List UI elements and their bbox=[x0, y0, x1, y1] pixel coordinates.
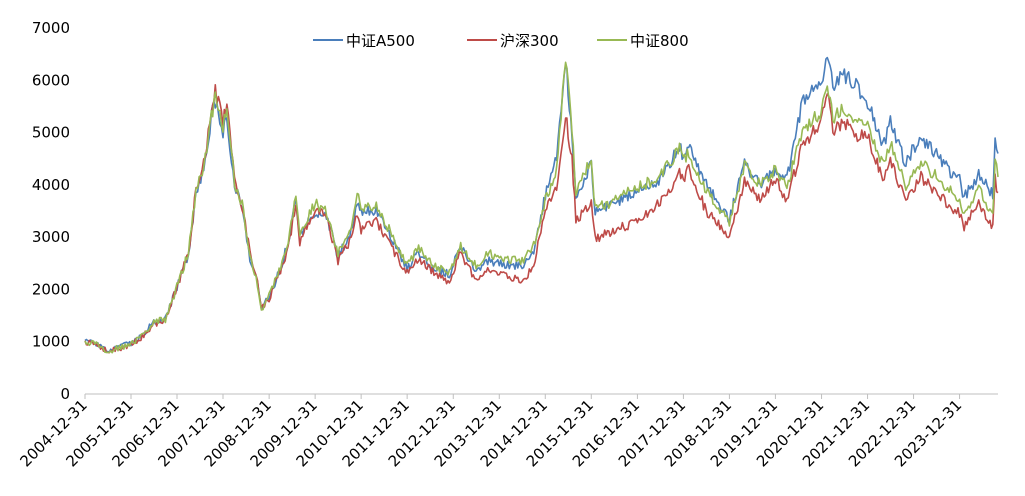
legend-label-0: 中证A500 bbox=[346, 32, 415, 50]
series-lines bbox=[84, 56, 999, 354]
y-tick-label-6: 6000 bbox=[32, 71, 70, 89]
y-axis: 0 1000 2000 3000 4000 5000 6000 7000 bbox=[32, 19, 70, 403]
legend-label-1: 沪深300 bbox=[500, 32, 559, 50]
legend: 中证A500 沪深300 中证800 bbox=[313, 32, 689, 50]
series-line-1 bbox=[84, 84, 999, 354]
x-axis: 2004-12-312005-12-312006-12-312007-12-31… bbox=[16, 393, 998, 470]
legend-label-2: 中证800 bbox=[630, 32, 689, 50]
y-tick-label-1: 1000 bbox=[32, 333, 70, 351]
y-tick-label-2: 2000 bbox=[32, 280, 70, 298]
series-line-2 bbox=[84, 61, 999, 354]
y-tick-label-5: 5000 bbox=[32, 124, 70, 142]
y-tick-label-3: 3000 bbox=[32, 228, 70, 246]
y-tick-label-4: 4000 bbox=[32, 176, 70, 194]
y-tick-label-7: 7000 bbox=[32, 19, 70, 37]
series-line-0 bbox=[84, 56, 999, 353]
y-tick-label-0: 0 bbox=[60, 385, 70, 403]
